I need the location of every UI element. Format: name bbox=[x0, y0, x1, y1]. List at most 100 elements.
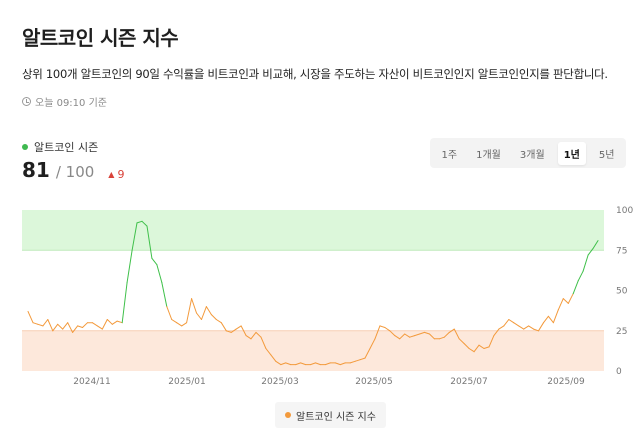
line-segment-103 bbox=[538, 322, 544, 332]
line-segment-47 bbox=[260, 336, 267, 349]
line-segment-7 bbox=[62, 322, 69, 330]
line-segment-17 bbox=[111, 320, 118, 325]
line-segment-3 bbox=[42, 319, 49, 327]
line-segment-100 bbox=[523, 325, 530, 330]
line-segment-50 bbox=[275, 360, 282, 366]
period-tab-2[interactable]: 3개월 bbox=[519, 149, 545, 161]
y-tick-label-0: 0 bbox=[616, 367, 622, 377]
line-segment-9 bbox=[72, 325, 79, 333]
line-segment-76 bbox=[404, 333, 411, 338]
line-segment-58 bbox=[315, 362, 321, 366]
line-segment-65 bbox=[349, 360, 356, 364]
line-segment-44 bbox=[245, 335, 252, 340]
line-segment-106 bbox=[552, 309, 559, 324]
line-segment-20 bbox=[126, 249, 133, 283]
line-segment-114 bbox=[592, 240, 599, 250]
band-0 bbox=[22, 210, 604, 251]
line-segment-98 bbox=[513, 322, 520, 327]
line-segment-85 bbox=[448, 328, 455, 333]
series-indicator-label: 알트코인 시즌 bbox=[34, 141, 99, 154]
update-time-text: 오늘 09:10 기준 bbox=[35, 98, 107, 109]
line-segment-29 bbox=[171, 319, 178, 324]
change-indicator: ▲ 9 bbox=[108, 168, 124, 181]
line-segment-15 bbox=[101, 319, 108, 330]
current-value-max: / 100 bbox=[55, 163, 95, 181]
x-tick-label-0: 2024/11 bbox=[73, 377, 110, 387]
y-tick-label-2: 50 bbox=[616, 287, 628, 297]
line-segment-102 bbox=[533, 328, 539, 332]
line-segment-107 bbox=[557, 298, 564, 311]
line-segment-110 bbox=[572, 280, 579, 295]
x-tick-label-1: 2025/01 bbox=[168, 377, 205, 387]
line-segment-35 bbox=[201, 306, 207, 320]
x-tick-label-5: 2025/09 bbox=[547, 377, 585, 387]
line-segment-28 bbox=[166, 306, 173, 320]
line-segment-27 bbox=[161, 281, 168, 308]
chart-legend[interactable]: 알트코인 시즌 지수 bbox=[275, 402, 386, 428]
up-triangle-icon: ▲ bbox=[108, 170, 115, 179]
current-value: 81 / 100 ▲ 9 bbox=[22, 158, 124, 182]
period-tab-4[interactable]: 5년 bbox=[598, 149, 615, 161]
line-segment-23 bbox=[141, 220, 148, 227]
line-segment-81 bbox=[429, 333, 435, 340]
line-segment-68 bbox=[364, 348, 371, 359]
line-segment-6 bbox=[57, 323, 64, 330]
line-segment-108 bbox=[562, 298, 569, 304]
line-segment-22 bbox=[136, 220, 143, 224]
line-segment-55 bbox=[300, 362, 307, 366]
line-segment-30 bbox=[176, 322, 183, 327]
line-segment-94 bbox=[493, 328, 500, 337]
line-segment-38 bbox=[215, 319, 222, 324]
line-segment-45 bbox=[250, 331, 257, 340]
line-segment-25 bbox=[151, 257, 158, 266]
line-segment-101 bbox=[528, 325, 535, 330]
line-segment-86 bbox=[453, 328, 460, 340]
band-1 bbox=[22, 330, 604, 371]
clock-icon bbox=[22, 97, 31, 106]
green-dot-icon bbox=[22, 144, 28, 150]
line-segment-91 bbox=[478, 344, 485, 349]
line-segment-66 bbox=[354, 359, 361, 362]
series-indicator: 알트코인 시즌 bbox=[22, 139, 98, 155]
chart-legend-label: 알트코인 시즌 지수 bbox=[296, 411, 376, 423]
line-segment-109 bbox=[567, 293, 574, 304]
period-selector: 1주 1개월 3개월 1년 5년 bbox=[430, 138, 626, 168]
line-segment-13 bbox=[91, 322, 98, 327]
line-segment-1 bbox=[32, 322, 39, 325]
line-segment-84 bbox=[443, 331, 450, 338]
line-segment-43 bbox=[240, 325, 247, 337]
line-segment-67 bbox=[359, 357, 366, 361]
period-tab-1[interactable]: 1개월 bbox=[476, 149, 501, 161]
line-segment-75 bbox=[399, 333, 406, 340]
line-segment-63 bbox=[339, 362, 346, 366]
line-segment-105 bbox=[547, 315, 554, 324]
line-segment-71 bbox=[379, 325, 386, 328]
line-segment-60 bbox=[324, 362, 331, 366]
line-segment-70 bbox=[374, 325, 381, 340]
line-segment-34 bbox=[196, 312, 202, 320]
x-tick-label-2: 2025/03 bbox=[261, 377, 298, 387]
line-segment-11 bbox=[82, 322, 88, 328]
line-segment-73 bbox=[389, 330, 396, 337]
line-segment-104 bbox=[543, 315, 549, 324]
line-segment-92 bbox=[483, 346, 490, 349]
x-tick-label-4: 2025/07 bbox=[450, 377, 487, 387]
period-tab-0[interactable]: 1주 bbox=[441, 149, 458, 161]
x-tick-label-3: 2025/05 bbox=[355, 377, 392, 387]
line-segment-8 bbox=[67, 322, 74, 333]
line-segment-36 bbox=[205, 306, 212, 316]
line-segment-24 bbox=[146, 225, 153, 259]
line-segment-79 bbox=[419, 331, 425, 335]
line-segment-37 bbox=[210, 314, 217, 320]
line-segment-16 bbox=[106, 319, 113, 325]
line-segment-2 bbox=[37, 323, 44, 327]
line-segment-48 bbox=[265, 348, 272, 356]
line-segment-26 bbox=[156, 264, 163, 283]
line-segment-74 bbox=[394, 335, 401, 340]
line-segment-51 bbox=[280, 362, 287, 366]
orange-dot-icon bbox=[285, 412, 291, 418]
line-segment-90 bbox=[473, 344, 480, 353]
period-tab-3[interactable]: 1년 bbox=[557, 141, 586, 165]
change-value: 9 bbox=[117, 168, 125, 181]
